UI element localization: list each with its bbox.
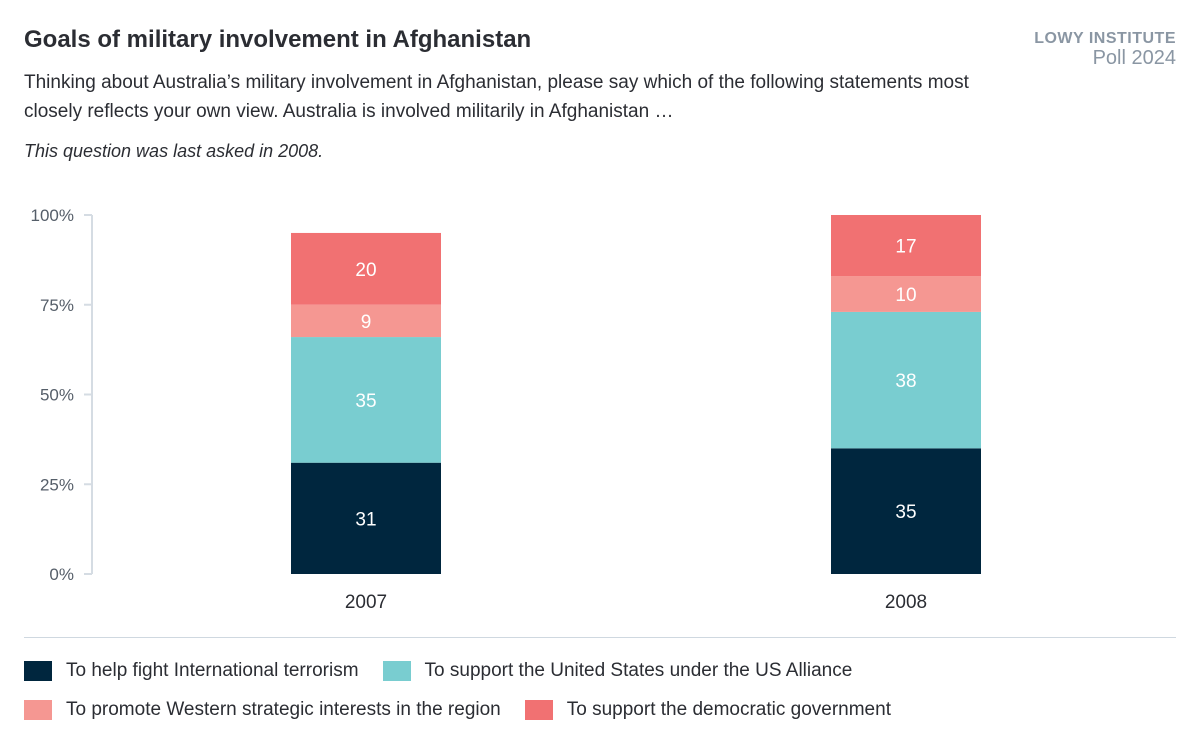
legend-item[interactable]: To help fight International terrorism [24, 660, 359, 682]
data-label: 17 [895, 237, 916, 258]
bar-segment [831, 448, 981, 574]
legend-swatch [382, 661, 411, 681]
legend-item[interactable]: To support the United States under the U… [382, 660, 853, 682]
bar-segment [291, 337, 441, 463]
legend-label: To help fight International terrorism [66, 660, 359, 681]
x-tick-label: 2008 [885, 592, 927, 613]
chart-title: Goals of military involvement in Afghani… [24, 26, 532, 53]
legend-label: To promote Western strategic interests i… [66, 699, 501, 720]
y-tick-label: 100% [31, 206, 74, 225]
x-tick-label: 2007 [345, 592, 387, 613]
legend-swatch [24, 661, 52, 681]
data-label: 20 [355, 260, 376, 281]
bar-segment [291, 232, 441, 305]
y-tick-label: 50% [40, 386, 74, 405]
data-label: 35 [895, 502, 916, 523]
chart-subtitle: Thinking about Australia’s military invo… [24, 72, 969, 122]
legend: To help fight International terrorism To… [24, 660, 891, 738]
y-tick-label: 75% [40, 296, 74, 315]
legend-item[interactable]: To support the democratic government [524, 699, 891, 721]
legend-item[interactable]: To promote Western strategic interests i… [24, 699, 501, 721]
bar-segment [291, 462, 441, 574]
data-label: 10 [895, 285, 916, 306]
legend-swatch [524, 700, 553, 720]
bar-segment [831, 276, 981, 312]
data-label: 35 [355, 391, 376, 412]
brand-line2: Poll 2024 [1092, 47, 1176, 69]
brand-logo: LOWY INSTITUTE Poll 2024 [1034, 30, 1176, 68]
y-tick-label: 0% [49, 565, 74, 584]
y-tick-label: 25% [40, 475, 74, 494]
legend-swatch [24, 700, 52, 720]
data-label: 31 [355, 509, 376, 530]
data-label: 38 [895, 371, 916, 392]
chart-note: This question was last asked in 2008. [24, 141, 324, 161]
bar-segment [291, 304, 441, 338]
bar-segment [831, 311, 981, 449]
bar-segment [831, 215, 981, 277]
plot-area: 0% 25% 50% 75% 100% 31 35 9 20 2007 35 38 10 17 2008 [31, 206, 981, 613]
legend-label: To support the United States under the U… [424, 660, 853, 681]
legend-label: To support the democratic government [566, 699, 891, 720]
legend-divider [24, 637, 1176, 638]
data-label: 9 [361, 312, 372, 333]
brand-line1: LOWY INSTITUTE [1034, 30, 1176, 47]
